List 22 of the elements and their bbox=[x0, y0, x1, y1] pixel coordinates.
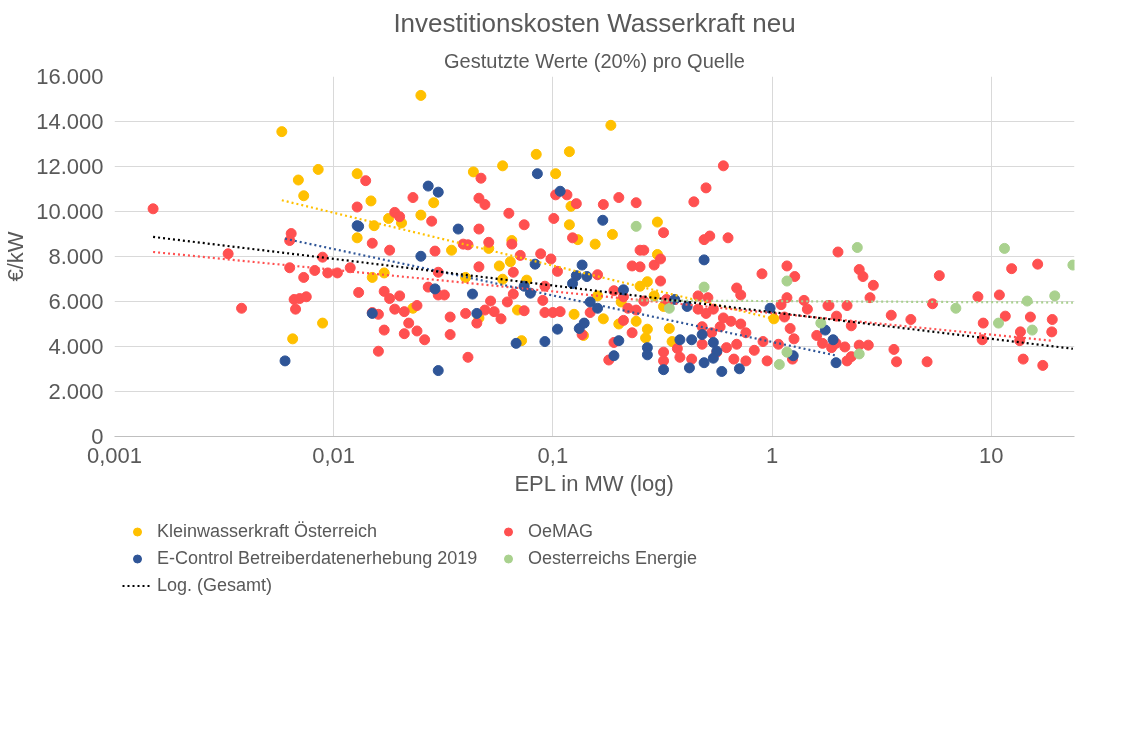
x-tick-label: 0,1 bbox=[537, 442, 569, 468]
legend-label: E-Control Betreiberdatenerhebung 2019 bbox=[156, 547, 479, 569]
x-tick-label: 10 bbox=[978, 442, 1004, 468]
x-tick-label: 0,01 bbox=[312, 442, 356, 468]
legend-label: Oesterreichs Energie bbox=[527, 547, 699, 569]
y-tick-label: 4.000 bbox=[48, 334, 104, 359]
y-tick-label: 14.000 bbox=[36, 109, 104, 134]
y-tick-label: 8.000 bbox=[48, 244, 104, 269]
y-tick-label: 2.000 bbox=[48, 379, 104, 404]
y-tick-label: 6.000 bbox=[48, 289, 104, 314]
y-tick-label: 0 bbox=[91, 424, 104, 449]
x-axis-title: EPL in MW (log) bbox=[514, 470, 674, 496]
legend-label: Kleinwasserkraft Österreich bbox=[156, 520, 379, 542]
y-tick-label: 10.000 bbox=[36, 199, 104, 224]
chart-subtitle: Gestutzte Werte (20%) pro Quelle bbox=[444, 49, 745, 72]
chart-title: Investitionskosten Wasserkraft neu bbox=[393, 7, 796, 38]
y-tick-label: 16.000 bbox=[36, 64, 104, 89]
x-tick-label: 1 bbox=[765, 442, 779, 468]
y-tick-label: 12.000 bbox=[36, 154, 104, 179]
legend-label: OeMAG bbox=[527, 520, 594, 542]
legend-label: Log. (Gesamt) bbox=[156, 574, 274, 596]
y-axis-title: €/kW bbox=[3, 231, 29, 282]
